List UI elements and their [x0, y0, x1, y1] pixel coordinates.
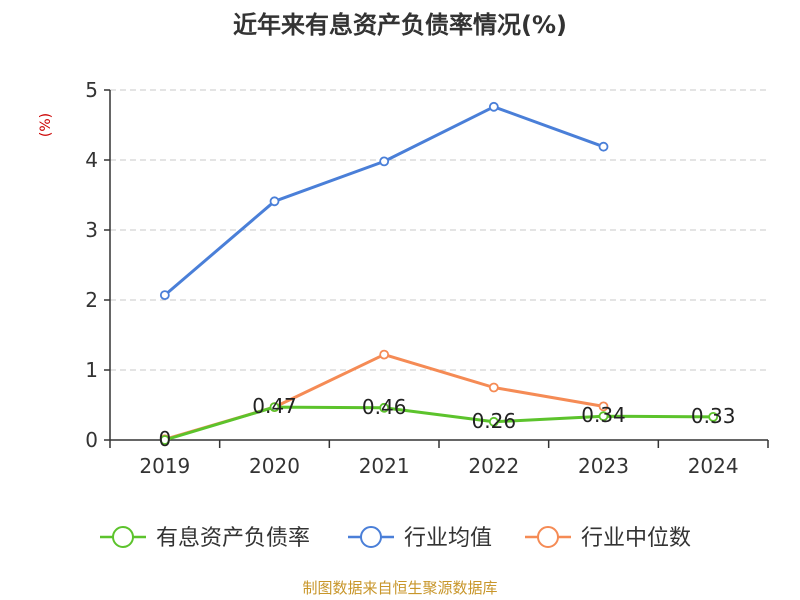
y-tick-label-0: 0 — [85, 428, 98, 452]
series-1-point-2022 — [488, 101, 499, 112]
data-label-2020: 0.47 — [252, 394, 297, 418]
series-2-point-2021 — [379, 349, 390, 360]
x-tick-label-2023: 2023 — [578, 454, 629, 478]
axes: 0 1 2 3 4 5 2019 2020 2021 2022 2023 2024 — [85, 78, 769, 478]
series-0-point-2024 — [708, 411, 719, 422]
x-tick-label-2021: 2021 — [359, 454, 410, 478]
legend-item-0[interactable]: 有息资产负债率 — [100, 526, 310, 551]
series-1-point-2023 — [598, 141, 609, 152]
series-0-point-2020 — [269, 402, 280, 413]
series-1-point-2019 — [159, 290, 170, 301]
legend-label-0: 有息资产负债率 — [156, 526, 310, 551]
x-tick-label-2019: 2019 — [139, 454, 190, 478]
source-note: 制图数据来自恒生聚源数据库 — [302, 579, 497, 597]
series-2-point-2022 — [488, 382, 499, 393]
x-tick-label-2022: 2022 — [468, 454, 519, 478]
chart-title: 近年来有息资产负债率情况(%) — [233, 11, 567, 39]
series-0-point-2023 — [598, 411, 609, 422]
legend[interactable]: 有息资产负债率 行业均值 行业中位数 — [100, 526, 691, 551]
legend-item-1[interactable]: 行业均值 — [348, 526, 492, 551]
y-tick-label-1: 1 — [85, 358, 98, 382]
series-0-point-2021 — [379, 402, 390, 413]
data-labels: 0 0.47 0.46 0.26 0.34 0.33 — [158, 394, 735, 451]
data-label-2021: 0.46 — [362, 395, 407, 419]
series-1-point-2021 — [379, 156, 390, 167]
data-label-2022: 0.26 — [472, 409, 517, 433]
y-tick-label-2: 2 — [85, 288, 98, 312]
legend-swatch-marker-2 — [537, 526, 559, 548]
gridlines — [110, 89, 768, 371]
data-label-2023: 0.34 — [581, 403, 626, 427]
legend-swatch-marker-1 — [360, 526, 382, 548]
legend-label-2: 行业中位数 — [581, 526, 691, 551]
x-tick-label-2024: 2024 — [688, 454, 739, 478]
series-lines — [159, 101, 719, 445]
series-line-1 — [163, 105, 605, 297]
y-tick-label-3: 3 — [85, 218, 98, 242]
series-0-point-2019 — [159, 435, 170, 445]
legend-swatch-marker-0 — [112, 526, 134, 548]
y-tick-label-5: 5 — [85, 78, 98, 102]
series-2-point-2023 — [598, 401, 609, 412]
data-label-2019: 0 — [158, 427, 171, 451]
y-axis-unit-label: (%) — [38, 113, 54, 137]
legend-item-2[interactable]: 行业中位数 — [525, 526, 691, 551]
data-label-2024: 0.33 — [691, 404, 736, 428]
y-tick-label-4: 4 — [85, 148, 98, 172]
series-1-point-2020 — [269, 196, 280, 207]
legend-label-1: 行业均值 — [404, 526, 492, 551]
x-tick-label-2020: 2020 — [249, 454, 300, 478]
series-line-0 — [164, 405, 714, 442]
series-0-point-2022 — [488, 416, 499, 427]
